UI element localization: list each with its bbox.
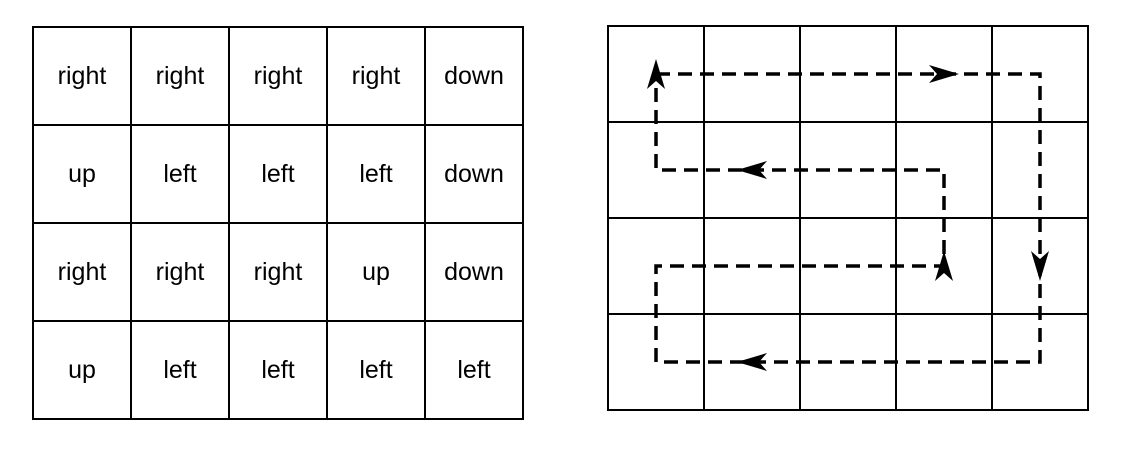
grid-row: right right right up down — [32, 222, 524, 322]
path-grid-cells — [607, 25, 1089, 411]
grid-row: up left left left left — [32, 320, 524, 420]
direction-cell: left — [228, 124, 328, 224]
direction-cell: down — [424, 222, 524, 322]
direction-cell: right — [326, 26, 426, 126]
direction-cell: down — [424, 26, 524, 126]
direction-cell: left — [130, 124, 230, 224]
direction-cell: left — [326, 320, 426, 420]
direction-grid-table: right right right right down up left left left do… — [32, 26, 524, 420]
direction-cell: left — [424, 320, 524, 420]
grid-row: right right right right down — [32, 26, 524, 126]
direction-cell: left — [228, 320, 328, 420]
path-route-arrows — [647, 59, 1049, 371]
direction-cell: up — [32, 320, 132, 420]
direction-cell: up — [32, 124, 132, 224]
direction-cell: right — [32, 26, 132, 126]
direction-cell: right — [130, 26, 230, 126]
direction-cell: right — [228, 26, 328, 126]
direction-cell: up — [326, 222, 426, 322]
direction-cell: left — [326, 124, 426, 224]
direction-cell: right — [228, 222, 328, 322]
grid-row: up left left left down — [32, 124, 524, 224]
direction-cell: down — [424, 124, 524, 224]
direction-cell: right — [130, 222, 230, 322]
direction-cell: left — [130, 320, 230, 420]
direction-grid-body: right right right right down up left left left do… — [32, 26, 524, 420]
direction-cell: right — [32, 222, 132, 322]
